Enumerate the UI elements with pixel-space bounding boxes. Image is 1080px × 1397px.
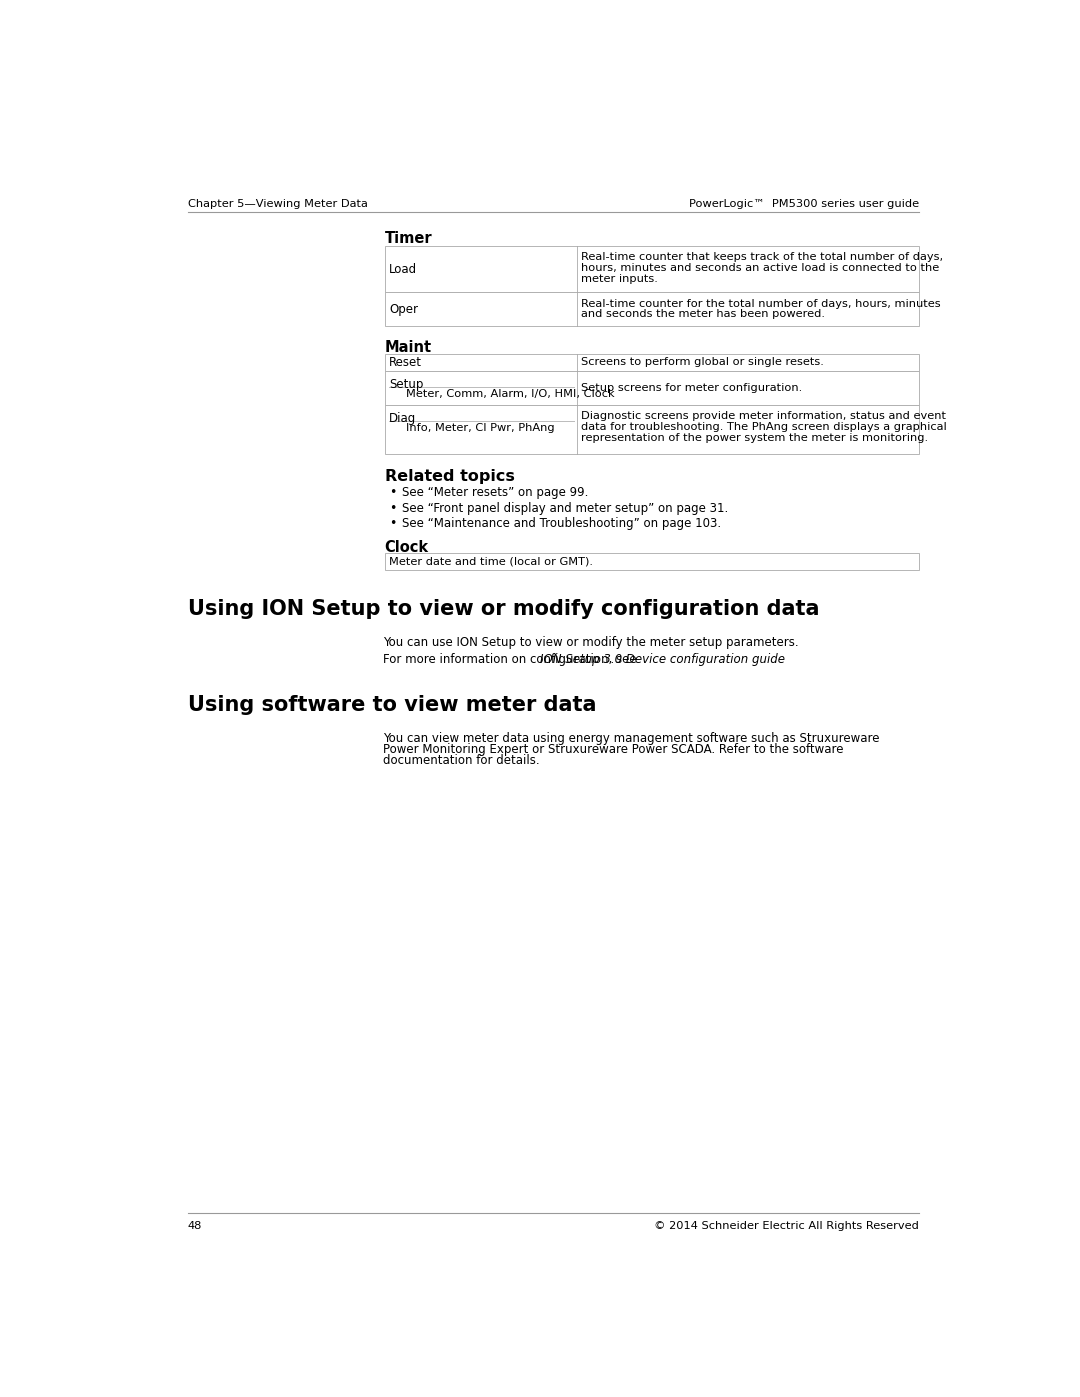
- Text: Screens to perform global or single resets.: Screens to perform global or single rese…: [581, 358, 824, 367]
- Text: PowerLogic™  PM5300 series user guide: PowerLogic™ PM5300 series user guide: [689, 198, 919, 208]
- Bar: [384, 246, 919, 292]
- Text: Chapter 5—Viewing Meter Data: Chapter 5—Viewing Meter Data: [188, 198, 367, 208]
- Text: Diag: Diag: [389, 412, 417, 425]
- Text: See “Meter resets” on page 99.: See “Meter resets” on page 99.: [402, 486, 588, 499]
- Text: Using ION Setup to view or modify configuration data: Using ION Setup to view or modify config…: [188, 599, 820, 619]
- Text: Clock: Clock: [384, 541, 429, 556]
- Text: Meter date and time (local or GMT).: Meter date and time (local or GMT).: [389, 556, 593, 566]
- Text: meter inputs.: meter inputs.: [581, 274, 659, 284]
- Text: Reset: Reset: [389, 356, 422, 369]
- Text: and seconds the meter has been powered.: and seconds the meter has been powered.: [581, 309, 825, 320]
- Bar: [384, 405, 919, 454]
- Text: .: .: [687, 652, 690, 666]
- Bar: [384, 372, 919, 405]
- Text: •: •: [389, 486, 396, 499]
- Text: documentation for details.: documentation for details.: [383, 753, 540, 767]
- Text: ION Setup 3.0 Device configuration guide: ION Setup 3.0 Device configuration guide: [540, 652, 785, 666]
- Bar: [384, 292, 919, 327]
- Text: See “Maintenance and Troubleshooting” on page 103.: See “Maintenance and Troubleshooting” on…: [402, 517, 720, 531]
- Text: Diagnostic screens provide meter information, status and event: Diagnostic screens provide meter informa…: [581, 411, 946, 420]
- Bar: [384, 353, 919, 372]
- Text: Using software to view meter data: Using software to view meter data: [188, 696, 596, 715]
- Text: Oper: Oper: [389, 303, 418, 316]
- Text: You can view meter data using energy management software such as Struxureware: You can view meter data using energy man…: [383, 732, 879, 745]
- Text: Maint: Maint: [384, 339, 432, 355]
- Text: representation of the power system the meter is monitoring.: representation of the power system the m…: [581, 433, 929, 443]
- Text: Related topics: Related topics: [384, 469, 514, 485]
- Text: See “Front panel display and meter setup” on page 31.: See “Front panel display and meter setup…: [402, 502, 728, 515]
- Text: Real-time counter that keeps track of the total number of days,: Real-time counter that keeps track of th…: [581, 253, 944, 263]
- Text: •: •: [389, 502, 396, 515]
- Text: data for troubleshooting. The PhAng screen displays a graphical: data for troubleshooting. The PhAng scre…: [581, 422, 947, 432]
- Text: For more information on configuration, see: For more information on configuration, s…: [383, 652, 640, 666]
- Text: Real-time counter for the total number of days, hours, minutes: Real-time counter for the total number o…: [581, 299, 941, 309]
- Text: Load: Load: [389, 263, 417, 275]
- Text: You can use ION Setup to view or modify the meter setup parameters.: You can use ION Setup to view or modify …: [383, 636, 798, 648]
- Text: Power Monitoring Expert or Struxureware Power SCADA. Refer to the software: Power Monitoring Expert or Struxureware …: [383, 743, 843, 756]
- Text: Info, Meter, Cl Pwr, PhAng: Info, Meter, Cl Pwr, PhAng: [406, 422, 555, 433]
- Text: Setup screens for meter configuration.: Setup screens for meter configuration.: [581, 383, 802, 393]
- Text: Meter, Comm, Alarm, I/O, HMI, Clock: Meter, Comm, Alarm, I/O, HMI, Clock: [406, 388, 615, 398]
- Text: Timer: Timer: [384, 231, 432, 246]
- Text: •: •: [389, 517, 396, 531]
- Text: 48: 48: [188, 1221, 202, 1231]
- Bar: [384, 553, 919, 570]
- Text: hours, minutes and seconds an active load is connected to the: hours, minutes and seconds an active loa…: [581, 263, 940, 274]
- Text: © 2014 Schneider Electric All Rights Reserved: © 2014 Schneider Electric All Rights Res…: [654, 1221, 919, 1231]
- Text: Setup: Setup: [389, 377, 423, 391]
